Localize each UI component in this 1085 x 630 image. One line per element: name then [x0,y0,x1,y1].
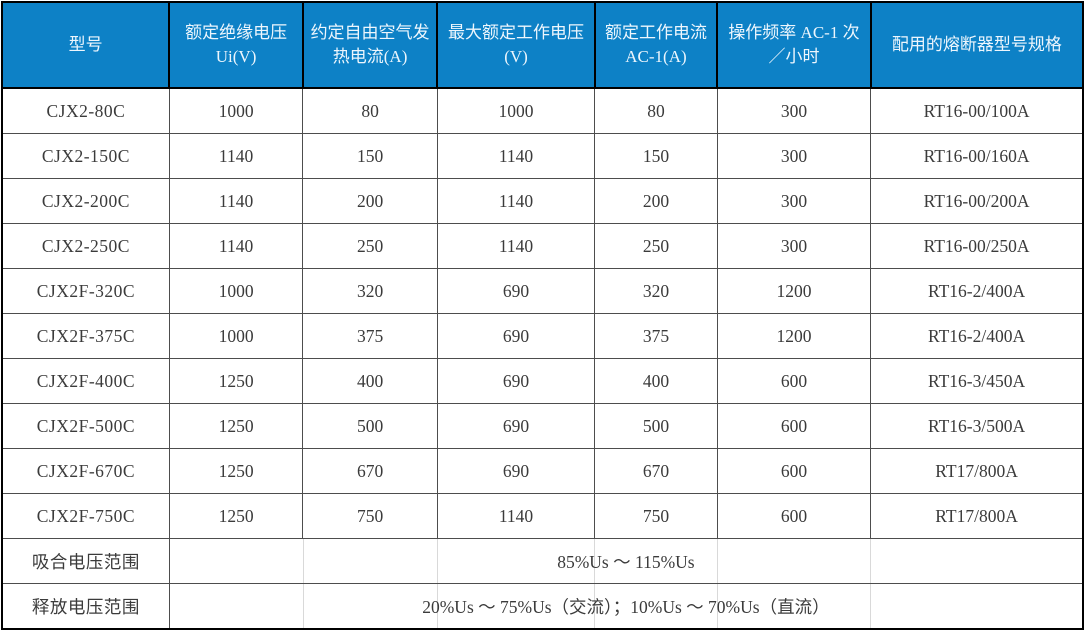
value-cell: 80 [594,87,718,134]
value-cell: 1000 [168,268,304,314]
header-operation-frequency: 操作频率 AC-1 次／小时 [716,1,872,89]
value-cell: 1140 [168,133,304,179]
fuse-cell: RT16-3/500A [870,403,1084,449]
value-cell: 1140 [168,223,304,269]
fuse-cell: RT17/800A [870,448,1084,494]
model-cell: CJX2-250C [1,223,170,269]
value-cell: 200 [594,178,718,224]
table-row: CJX2-250C 1140 250 1140 250 300 RT16-00/… [1,223,1084,269]
table-row: CJX2-150C 1140 150 1140 150 300 RT16-00/… [1,133,1084,179]
model-cell: CJX2F-375C [1,313,170,359]
value-cell: 690 [436,268,596,314]
value-cell: 250 [302,223,438,269]
fuse-cell: RT16-00/250A [870,223,1084,269]
value-cell: 300 [716,178,872,224]
model-cell: CJX2F-750C [1,493,170,539]
model-cell: CJX2-200C [1,178,170,224]
value-cell: 300 [716,133,872,179]
table-row: CJX2F-375C 1000 375 690 375 1200 RT16-2/… [1,313,1084,359]
fuse-cell: RT16-2/400A [870,313,1084,359]
value-cell: 320 [302,268,438,314]
value-cell: 375 [302,313,438,359]
table-row: CJX2F-320C 1000 320 690 320 1200 RT16-2/… [1,268,1084,314]
value-cell: 150 [594,133,718,179]
value-cell: 1140 [436,223,596,269]
model-cell: CJX2F-670C [1,448,170,494]
header-max-working-voltage: 最大额定工作电压(V) [436,1,596,89]
value-cell: 690 [436,358,596,404]
value-cell: 80 [302,87,438,134]
value-cell: 600 [716,493,872,539]
table-body: CJX2-80C 1000 80 1000 80 300 RT16-00/100… [1,87,1084,630]
value-cell: 600 [716,448,872,494]
model-cell: CJX2-80C [1,87,170,134]
pickup-voltage-label: 吸合电压范围 [1,538,170,584]
model-cell: CJX2F-500C [1,403,170,449]
value-cell: 670 [594,448,718,494]
table-row: CJX2-80C 1000 80 1000 80 300 RT16-00/100… [1,87,1084,134]
fuse-cell: RT16-3/450A [870,358,1084,404]
value-cell: 375 [594,313,718,359]
table-row: CJX2F-750C 1250 750 1140 750 600 RT17/80… [1,493,1084,539]
fuse-cell: RT16-2/400A [870,268,1084,314]
value-cell: 1140 [436,493,596,539]
value-cell: 320 [594,268,718,314]
value-cell: 1250 [168,358,304,404]
header-insulation-voltage: 额定绝缘电压 Ui(V) [168,1,304,89]
table-row: CJX2-200C 1140 200 1140 200 300 RT16-00/… [1,178,1084,224]
header-thermal-current: 约定自由空气发热电流(A) [301,1,439,89]
value-cell: 1250 [168,448,304,494]
value-cell: 690 [436,313,596,359]
value-cell: 670 [302,448,438,494]
value-cell: 1140 [436,178,596,224]
header-model: 型号 [0,1,171,89]
value-cell: 1140 [168,178,304,224]
release-voltage-row: 释放电压范围 20%Us ～ 75%Us（交流）；10%Us ～ 70%Us（直… [1,583,1084,630]
value-cell: 1000 [436,87,596,134]
value-cell: 690 [436,448,596,494]
value-cell: 750 [594,493,718,539]
value-cell: 1250 [168,493,304,539]
value-cell: 600 [716,403,872,449]
value-cell: 500 [594,403,718,449]
model-cell: CJX2F-320C [1,268,170,314]
fuse-cell: RT17/800A [870,493,1084,539]
table-row: CJX2F-500C 1250 500 690 500 600 RT16-3/5… [1,403,1084,449]
value-cell: 400 [302,358,438,404]
value-cell: 750 [302,493,438,539]
release-voltage-value: 20%Us ～ 75%Us（交流）；10%Us ～ 70%Us（直流） [168,583,1084,630]
header-working-current-ac1: 额定工作电流 AC-1(A) [593,1,719,89]
value-cell: 1200 [716,268,872,314]
fuse-cell: RT16-00/200A [870,178,1084,224]
value-cell: 1250 [168,403,304,449]
fuse-cell: RT16-00/100A [870,87,1084,134]
value-cell: 150 [302,133,438,179]
value-cell: 250 [594,223,718,269]
value-cell: 1200 [716,313,872,359]
value-cell: 1140 [436,133,596,179]
value-cell: 600 [716,358,872,404]
table-row: CJX2F-400C 1250 400 690 400 600 RT16-3/4… [1,358,1084,404]
model-cell: CJX2F-400C [1,358,170,404]
table-row: CJX2F-670C 1250 670 690 670 600 RT17/800… [1,448,1084,494]
header-row: 型号 额定绝缘电压 Ui(V) 约定自由空气发热电流(A) 最大额定工作电压(V… [0,1,1085,89]
value-cell: 690 [436,403,596,449]
value-cell: 500 [302,403,438,449]
table-header: 型号 额定绝缘电压 Ui(V) 约定自由空气发热电流(A) 最大额定工作电压(V… [0,1,1085,89]
value-cell: 300 [716,223,872,269]
fuse-cell: RT16-00/160A [870,133,1084,179]
pickup-voltage-row: 吸合电压范围 85%Us ～ 115%Us [1,538,1084,584]
value-cell: 200 [302,178,438,224]
release-voltage-label: 释放电压范围 [1,583,170,630]
header-fuse-spec: 配用的熔断器型号规格 [869,1,1085,89]
value-cell: 400 [594,358,718,404]
value-cell: 1000 [168,87,304,134]
pickup-voltage-value: 85%Us ～ 115%Us [168,538,1084,584]
model-cell: CJX2-150C [1,133,170,179]
value-cell: 1000 [168,313,304,359]
value-cell: 300 [716,87,872,134]
